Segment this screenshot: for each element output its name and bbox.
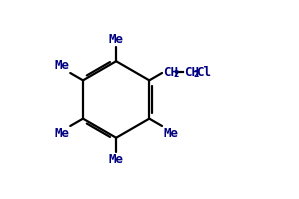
Text: Cl: Cl [196, 66, 211, 79]
Text: Me: Me [109, 153, 124, 166]
Text: Me: Me [163, 127, 178, 139]
Text: 2: 2 [173, 70, 179, 79]
Text: 2: 2 [194, 70, 199, 79]
Text: CH: CH [164, 66, 179, 79]
Text: Me: Me [109, 33, 124, 46]
Text: Me: Me [54, 60, 69, 72]
Text: CH: CH [184, 66, 199, 79]
Text: Me: Me [54, 127, 69, 139]
